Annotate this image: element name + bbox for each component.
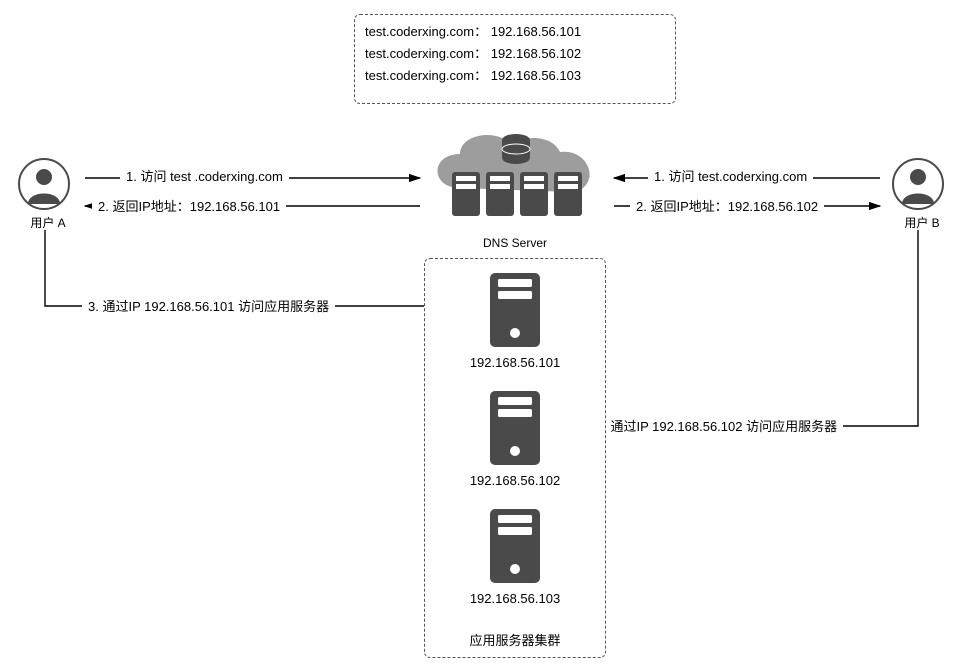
server-1: 192.168.56.101 [425,271,605,370]
server-icon-3 [488,507,542,585]
right-step2-label: 2. 返回IP地址：192.168.56.102 [630,196,824,215]
server-3: 192.168.56.103 [425,507,605,606]
server-icon-2 [488,389,542,467]
server-1-ip: 192.168.56.101 [470,355,560,370]
server-icon-1 [488,271,542,349]
server-3-ip: 192.168.56.103 [470,591,560,606]
right-step1-label: 1. 访问 test.coderxing.com [648,166,813,185]
cluster-box: 192.168.56.101 192.168.56.102 192.168.56… [424,258,606,658]
left-step3-label: 3. 通过IP 192.168.56.101 访问应用服务器 [82,296,335,315]
right-step3-label: 3. 通过IP 192.168.56.102 访问应用服务器 [590,416,843,435]
left-step2-label: 2. 返回IP地址：192.168.56.101 [92,196,286,215]
cluster-title: 应用服务器集群 [425,630,605,649]
server-2-ip: 192.168.56.102 [470,473,560,488]
left-step1-label: 1. 访问 test .coderxing.com [120,166,289,185]
server-2: 192.168.56.102 [425,389,605,488]
